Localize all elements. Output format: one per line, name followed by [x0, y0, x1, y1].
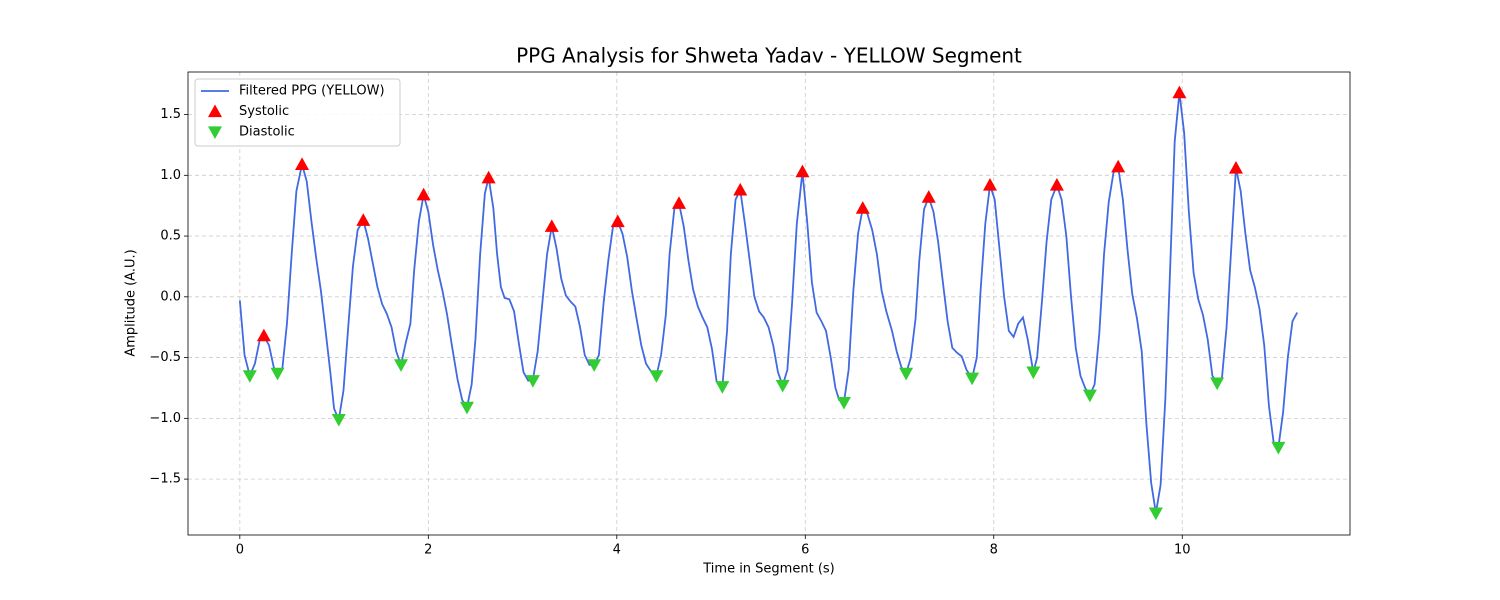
x-tick-label: 4	[613, 543, 621, 558]
peak-marker	[1148, 507, 1163, 521]
legend-box	[194, 78, 401, 147]
y-tick-label: −1.5	[149, 472, 181, 487]
chart-title: PPG Analysis for Shweta Yadav - YELLOW S…	[516, 44, 1022, 68]
peak-marker	[1172, 85, 1187, 99]
legend-label: Filtered PPG (YELLOW)	[239, 84, 385, 99]
peak-marker	[393, 359, 408, 372]
x-tick-label: 0	[236, 543, 244, 558]
peak-marker	[1049, 178, 1064, 191]
peak-marker	[481, 170, 496, 184]
y-axis-label: Amplitude (A.U.)	[124, 249, 139, 356]
peak-marker	[1111, 159, 1126, 173]
peak-marker	[1082, 389, 1097, 403]
peak-marker	[295, 157, 310, 170]
x-tick-label: 6	[801, 543, 809, 558]
peak-marker	[965, 372, 980, 386]
legend-label: Systolic	[239, 104, 289, 119]
peak-marker	[270, 367, 285, 381]
peak-marker	[775, 379, 790, 393]
peak-marker	[256, 328, 271, 342]
legend-swatch	[208, 104, 222, 118]
peak-marker	[795, 164, 810, 178]
x-axis-label: Time in Segment (s)	[702, 562, 834, 577]
peak-marker	[921, 190, 936, 203]
peak-marker	[610, 214, 625, 228]
x-tick-label: 2	[424, 543, 432, 558]
peak-marker	[459, 401, 474, 415]
peak-marker	[1271, 441, 1286, 455]
peak-marker	[416, 187, 431, 201]
peak-marker	[899, 367, 914, 381]
peak-marker	[671, 196, 686, 209]
y-tick-label: −1.0	[149, 411, 181, 426]
peak-marker	[331, 413, 346, 427]
y-tick-label: 0.5	[160, 229, 181, 244]
peak-marker	[982, 178, 997, 191]
legend-label: Diastolic	[239, 125, 295, 140]
peak-marker	[1210, 377, 1225, 391]
peak-marker	[544, 219, 559, 232]
peak-marker	[649, 370, 664, 383]
peak-marker	[733, 182, 748, 196]
peak-marker	[855, 201, 870, 214]
plot-frame	[187, 71, 1351, 536]
y-tick-label: 1.0	[160, 168, 181, 183]
peak-marker	[587, 359, 602, 372]
legend-swatch	[208, 126, 222, 139]
peak-marker	[836, 396, 851, 410]
x-tick-label: 8	[990, 543, 998, 558]
peak-marker	[356, 213, 371, 226]
peak-marker	[242, 370, 257, 383]
y-tick-label: −0.5	[149, 350, 181, 365]
y-tick-label: 0.0	[160, 289, 181, 304]
peak-marker	[525, 375, 540, 388]
y-tick-label: 1.5	[160, 107, 181, 122]
peak-marker	[715, 381, 730, 394]
x-tick-label: 10	[1174, 543, 1191, 558]
peak-marker	[1228, 161, 1243, 174]
peak-marker	[1026, 366, 1041, 380]
signal-line	[238, 92, 1299, 514]
